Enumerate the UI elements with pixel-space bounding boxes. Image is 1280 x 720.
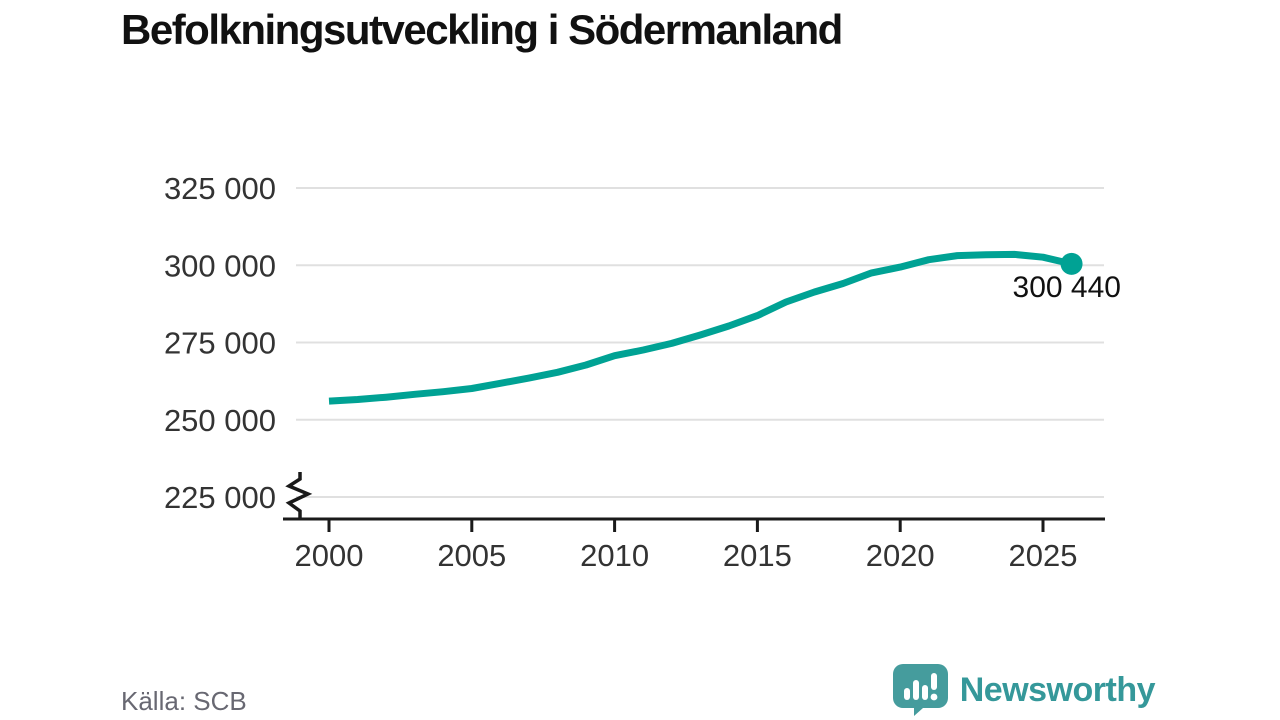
newsworthy-logo: Newsworthy: [892, 664, 1156, 716]
y-axis-label-225000: 225 000: [164, 480, 276, 515]
x-axis-label-2020: 2020: [866, 538, 935, 573]
speech-bubble-shape: [892, 664, 948, 716]
x-axis-label-2015: 2015: [723, 538, 792, 573]
population-trend-line: [328, 250, 1073, 405]
end-value-label: 300 440: [1013, 271, 1121, 304]
bar-3: [921, 685, 928, 700]
x-axis-label-2010: 2010: [580, 538, 649, 573]
page-title: Befolkningsutveckling i Södermanland: [121, 6, 843, 53]
x-axis-label-2005: 2005: [437, 538, 506, 573]
end-point-marker: [1060, 252, 1083, 275]
source-note: Källa: SCB: [121, 686, 247, 716]
axis-break-icon: [285, 472, 313, 519]
y-axis-label-300000: 300 000: [164, 248, 276, 283]
x-axis-label-2025: 2025: [1009, 538, 1078, 573]
y-axis-label-325000: 325 000: [164, 171, 276, 206]
exclamation-dot: [930, 693, 938, 701]
bar-1: [903, 688, 910, 700]
brand-name: Newsworthy: [959, 670, 1156, 709]
y-axis-label-275000: 275 000: [164, 326, 276, 361]
y-axis-label-250000: 250 000: [164, 403, 276, 438]
bar-2: [912, 680, 919, 700]
exclamation-stem: [930, 673, 937, 690]
x-axis-label-2000: 2000: [295, 538, 364, 573]
newsworthy-speech-bubble-chart-icon: [892, 664, 948, 716]
